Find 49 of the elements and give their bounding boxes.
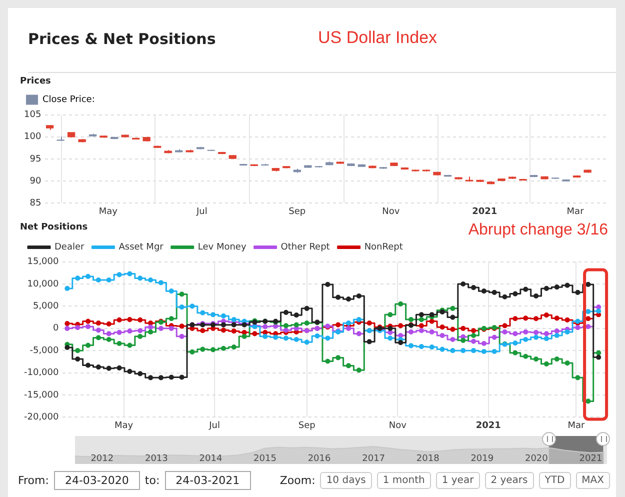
x-tick-label: 2012 [90,454,114,464]
x-tick-label: 2016 [308,454,332,464]
y-tick-label: 105 [24,110,42,120]
y-tick-label: 90 [30,176,42,186]
text: Zoom: [280,474,316,486]
text: US Dollar Index [318,28,438,48]
chart-title: Net Positions [20,222,88,233]
x-tick-label: Mar [566,206,584,217]
y-tick-label: 100 [24,132,42,142]
text: to: [144,474,160,486]
x-tick-label: Jul [195,206,208,217]
legend-label: Dealer [54,242,85,253]
x-tick-label: May [114,420,134,431]
x-tick-label: 2021 [579,454,602,464]
text: From: [18,474,49,486]
y-tick-label: 0 [53,324,60,334]
x-tick-label: Mar [568,420,586,431]
legend-label: Close Price: [42,95,95,106]
y-tick-label: 85 [30,198,42,209]
y-tick-label: -10,000 [24,368,59,378]
x-tick-label: 2014 [199,454,222,464]
x-tick-label: 2020 [524,454,548,464]
x-tick-label: 2018 [416,454,440,464]
y-tick-label: -20,000 [24,412,59,423]
x-tick-label: 2017 [362,454,386,464]
x-tick-label: 2013 [144,454,168,464]
y-tick-label: -15,000 [24,390,59,400]
text: Prices & Net Positions [28,30,216,48]
x-tick-label: May [98,206,118,217]
x-tick-label: Nov [388,420,408,431]
x-tick-label: Sep [298,420,316,431]
y-tick-label: 10,000 [27,279,60,290]
x-tick-label: 2015 [254,454,276,464]
legend-label: Asset Mgr [118,242,164,253]
y-tick-label: 15,000 [27,257,60,268]
x-tick-label: 2019 [470,454,494,464]
legend-label: Lev Money [198,242,247,253]
x-tick-label: Nov [382,206,400,217]
chart-title: Prices [20,76,51,87]
y-tick-label: 5,000 [32,302,60,312]
x-tick-label: 2021 [476,420,501,431]
y-tick-label: -5,000 [30,346,60,356]
x-tick-label: 2021 [472,206,498,217]
x-tick-label: Jul [208,420,220,431]
legend-label: NonRept [364,242,404,253]
legend-label: Other Rept [280,242,330,253]
text: Abrupt change 3/16 [468,221,608,238]
x-tick-label: Sep [288,206,306,217]
y-tick-label: 95 [30,154,42,164]
